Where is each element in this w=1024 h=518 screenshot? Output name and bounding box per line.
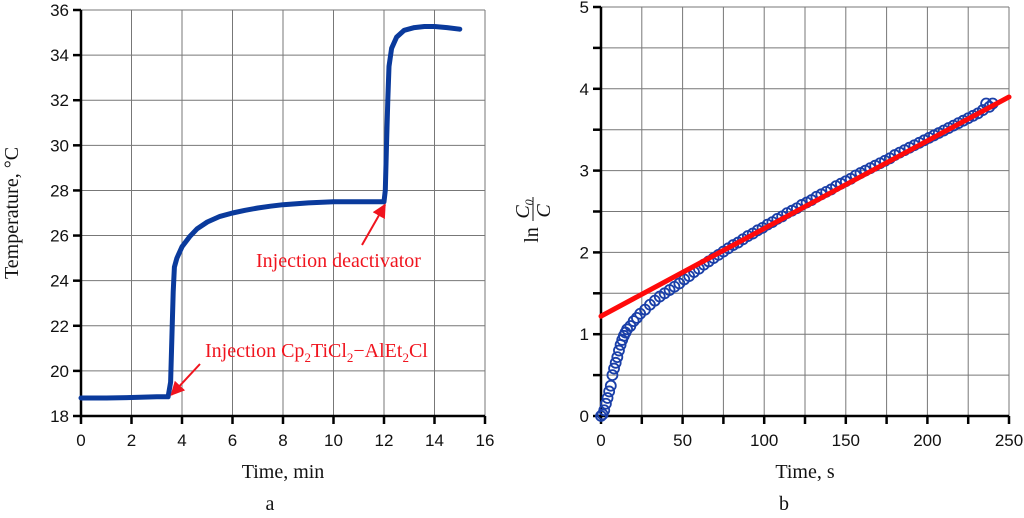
x-tick-label: 100: [750, 431, 778, 450]
chart-b-xlabel: Time, s: [775, 461, 835, 483]
x-tick-label: 0: [596, 431, 605, 450]
data-point: [621, 323, 634, 336]
linear-fit-line: [598, 94, 1012, 319]
formula-sub: 2: [347, 350, 354, 365]
y-tick-label: 26: [50, 227, 69, 246]
annotation-deactivator: Injection deactivator: [256, 250, 421, 272]
y-tick-label: 24: [50, 272, 69, 291]
data-point: [603, 385, 616, 398]
annotation-catalyst-prefix: Injection: [205, 340, 281, 362]
formula-sub: 2: [304, 350, 311, 365]
formula-part: −AlEt: [353, 340, 402, 362]
x-tick-label: 14: [425, 431, 444, 450]
y-tick-label: 32: [50, 91, 69, 110]
y-tick-label: 4: [580, 80, 589, 99]
chart-b-panel-label: b: [779, 493, 789, 515]
y-tick-label: 30: [50, 136, 69, 155]
chart-a-panel-label: a: [266, 493, 275, 515]
data-point: [601, 392, 614, 404]
y-tick-label: 3: [580, 162, 589, 181]
x-tick-label: 2: [127, 431, 136, 450]
data-point: [606, 369, 619, 382]
y-tick-label: 28: [50, 181, 69, 200]
arrow-deactivator-injection: [361, 203, 386, 246]
x-tick-label: 200: [913, 431, 941, 450]
x-tick-label: 150: [832, 431, 860, 450]
x-tick-label: 50: [673, 431, 692, 450]
y-tick-label: 36: [50, 1, 69, 20]
formula-part: Cp: [281, 340, 304, 362]
data-point: [613, 344, 625, 357]
y-tick-label: 5: [580, 0, 589, 17]
x-tick-label: 6: [228, 431, 237, 450]
chart-b-ln-ratio: 0 50 100 150 200 250 0 1 2 3 4 5: [580, 0, 1024, 450]
x-tick-label: 16: [476, 431, 495, 450]
x-tick-label: 4: [177, 431, 186, 450]
y-tick-label: 2: [580, 243, 589, 262]
data-point: [599, 397, 612, 410]
data-point: [595, 410, 607, 422]
ylabel-numerator: C0: [512, 199, 536, 218]
x-tick-label: 0: [76, 431, 85, 450]
data-point: [609, 356, 622, 369]
temperature-curve: [78, 24, 463, 401]
chart-b-ylabel: ln C0 C: [512, 197, 555, 243]
ylabel-denominator: C: [533, 204, 555, 218]
y-tick-label: 0: [580, 407, 589, 426]
numerator-sub: 0: [522, 199, 536, 205]
y-tick-label: 34: [50, 46, 69, 65]
data-point: [608, 362, 620, 375]
data-point: [611, 351, 624, 364]
data-point: [627, 315, 640, 328]
y-tick-label: 22: [50, 317, 69, 336]
x-tick-label: 250: [995, 431, 1023, 450]
data-point: [604, 379, 617, 392]
formula-part: Cl: [409, 340, 428, 362]
chart-a-ylabel: Temperature, °C: [1, 147, 23, 279]
arrow-catalyst-injection: [170, 363, 201, 396]
formula-part: TiCl: [311, 340, 347, 362]
y-tick-label: 1: [580, 325, 589, 344]
numerator-c: C: [512, 205, 534, 219]
chart-a-xlabel: Time, min: [242, 461, 325, 483]
ylabel-ln: ln: [521, 227, 543, 243]
y-tick-label: 18: [50, 407, 69, 426]
x-tick-label: 8: [278, 431, 287, 450]
data-point: [598, 404, 611, 417]
x-tick-label: 12: [375, 431, 394, 450]
x-tick-label: 10: [324, 431, 343, 450]
annotation-catalyst: Injection Cp2TiCl2−AlEt2Cl: [205, 340, 428, 365]
formula-sub: 2: [402, 350, 409, 365]
y-tick-label: 20: [50, 362, 69, 381]
